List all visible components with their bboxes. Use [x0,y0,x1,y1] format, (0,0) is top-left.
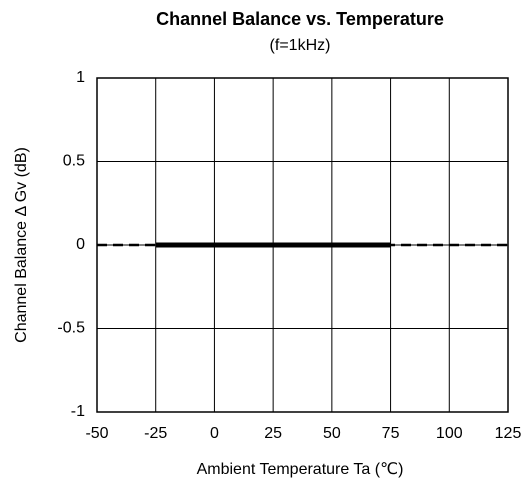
x-tick-label: 25 [264,425,282,442]
y-tick-label: 0.5 [63,153,85,170]
y-tick-label: 1 [76,69,85,86]
x-tick-label: -25 [144,425,167,442]
y-tick-label: -0.5 [57,320,85,337]
x-tick-label: 100 [436,425,463,442]
x-tick-label: 125 [495,425,522,442]
x-tick-label: -50 [85,425,108,442]
y-tick-label: 0 [76,236,85,253]
x-tick-label: 0 [210,425,219,442]
x-axis-label: Ambient Temperature Ta (℃) [197,461,404,478]
y-tick-label: -1 [71,403,85,420]
x-tick-label: 50 [323,425,341,442]
x-tick-label: 75 [382,425,400,442]
chart-subtitle: (f=1kHz) [270,37,331,54]
y-axis-label: Channel Balance Δ Gv (dB) [13,147,30,343]
chart-title: Channel Balance vs. Temperature [156,9,444,29]
